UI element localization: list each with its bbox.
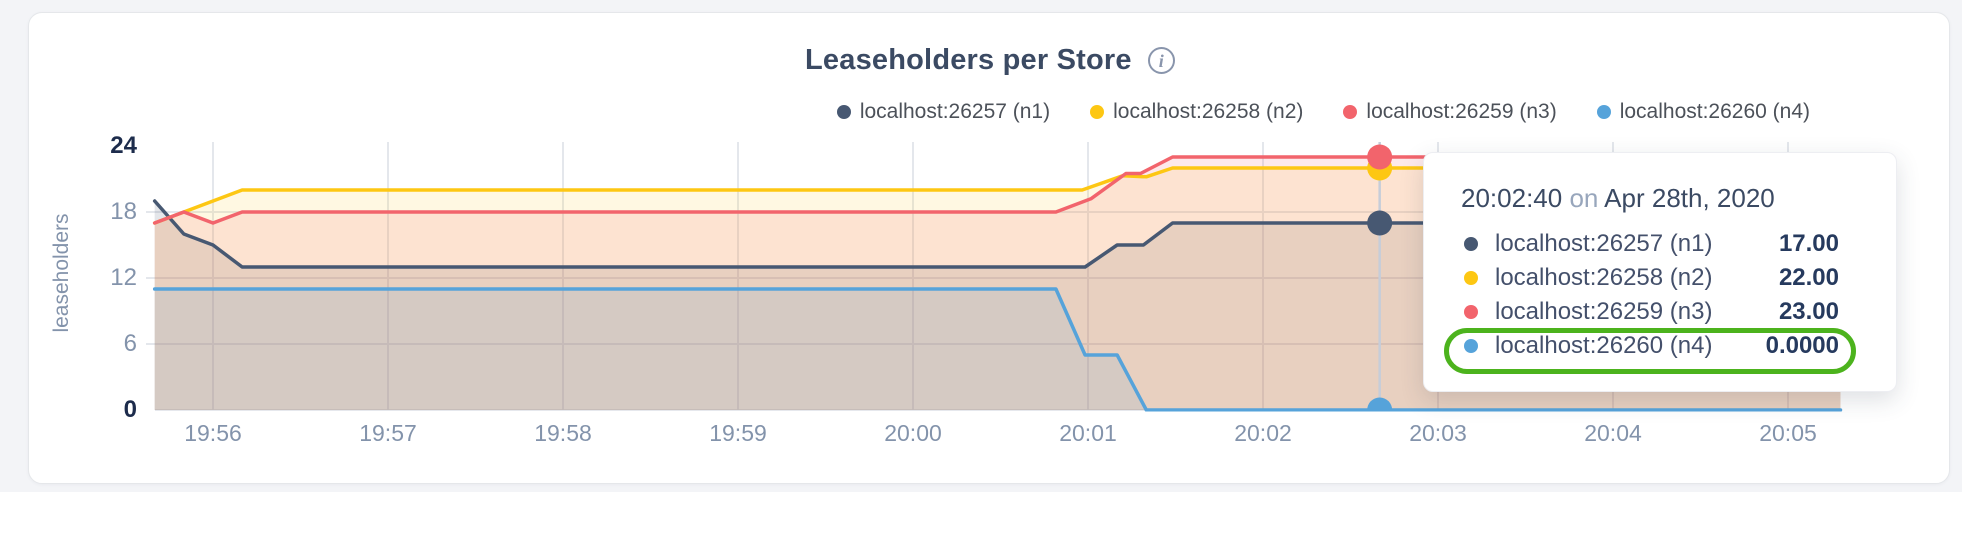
x-tick-label: 19:58 (534, 420, 592, 446)
legend: localhost:26257 (n1) localhost:26258 (n2)… (836, 100, 1810, 124)
tooltip-series-value: 17.00 (1778, 230, 1839, 257)
legend-dot-icon (836, 105, 851, 119)
y-tick-label: 0 (123, 396, 137, 423)
x-tick-label: 20:04 (1584, 420, 1642, 446)
legend-item[interactable]: localhost:26258 (n2) (1090, 100, 1303, 124)
x-tick-label: 19:56 (184, 420, 242, 446)
tooltip-series-label: localhost:26257 (n1) (1495, 230, 1713, 257)
legend-label: localhost:26257 (n1) (859, 100, 1051, 123)
tooltip-series-label: localhost:26258 (n2) (1495, 264, 1713, 291)
tooltip-series-dot-icon (1464, 271, 1478, 285)
tooltip-connector: on (1569, 183, 1599, 213)
legend-label: localhost:26258 (n2) (1113, 100, 1304, 123)
x-tick-label: 20:01 (1059, 420, 1117, 446)
x-tick-label: 20:02 (1234, 420, 1292, 446)
chart-title: Leaseholders per Store (805, 44, 1132, 76)
tooltip-date: Apr 28th, 2020 (1604, 183, 1775, 213)
tooltip-series-value: 0.0000 (1765, 332, 1839, 359)
tooltip-series-value: 23.00 (1778, 298, 1839, 325)
tooltip-series-dot-icon (1464, 305, 1478, 319)
legend-dot-icon (1090, 105, 1105, 119)
chart-header: Leaseholders per Store i (805, 44, 1175, 77)
y-tick-label: 18 (110, 198, 137, 225)
x-tick-label: 20:05 (1759, 420, 1817, 446)
legend-item[interactable]: localhost:26260 (n4) (1596, 100, 1810, 124)
y-tick-label: 24 (110, 132, 137, 159)
x-tick-label: 19:59 (709, 420, 767, 446)
legend-dot-icon (1343, 105, 1358, 119)
y-tick-label: 6 (123, 330, 137, 357)
tooltip-time: 20:02:40 (1461, 183, 1563, 213)
legend-label: localhost:26259 (n3) (1366, 100, 1557, 123)
legend-item[interactable]: localhost:26259 (n3) (1343, 100, 1557, 124)
tooltip-series-value: 22.00 (1778, 264, 1839, 291)
tooltip-rows: localhost:26257 (n1) 17.00 localhost:26258… (1424, 227, 1896, 363)
highlight-annotation (1444, 328, 1856, 374)
tooltip-row-highlighted: localhost:26260 (n4) 0.0000 (1424, 329, 1896, 363)
tooltip-series-label: localhost:26260 (n4) (1495, 332, 1713, 359)
tooltip-series-label: localhost:26259 (n3) (1495, 298, 1713, 325)
tooltip-row: localhost:26259 (n3) 23.00 (1424, 295, 1896, 329)
y-axis-title: leaseholders (50, 213, 73, 333)
y-tick-label: 12 (110, 264, 137, 291)
info-icon[interactable]: i (1147, 47, 1175, 74)
hover-tooltip: 20:02:40 on Apr 28th, 2020 localhost:262… (1423, 152, 1897, 392)
legend-item[interactable]: localhost:26257 (n1) (836, 100, 1051, 124)
x-tick-label: 19:57 (359, 420, 417, 446)
tooltip-series-dot-icon (1464, 237, 1478, 251)
tooltip-row: localhost:26258 (n2) 22.00 (1424, 261, 1896, 295)
x-tick-label: 20:00 (884, 420, 942, 446)
x-tick-label: 20:03 (1409, 420, 1467, 446)
tooltip-title: 20:02:40 on Apr 28th, 2020 (1461, 183, 1775, 214)
legend-label: localhost:26260 (n4) (1619, 100, 1810, 123)
tooltip-row: localhost:26257 (n1) 17.00 (1424, 227, 1896, 261)
legend-dot-icon (1596, 105, 1611, 119)
